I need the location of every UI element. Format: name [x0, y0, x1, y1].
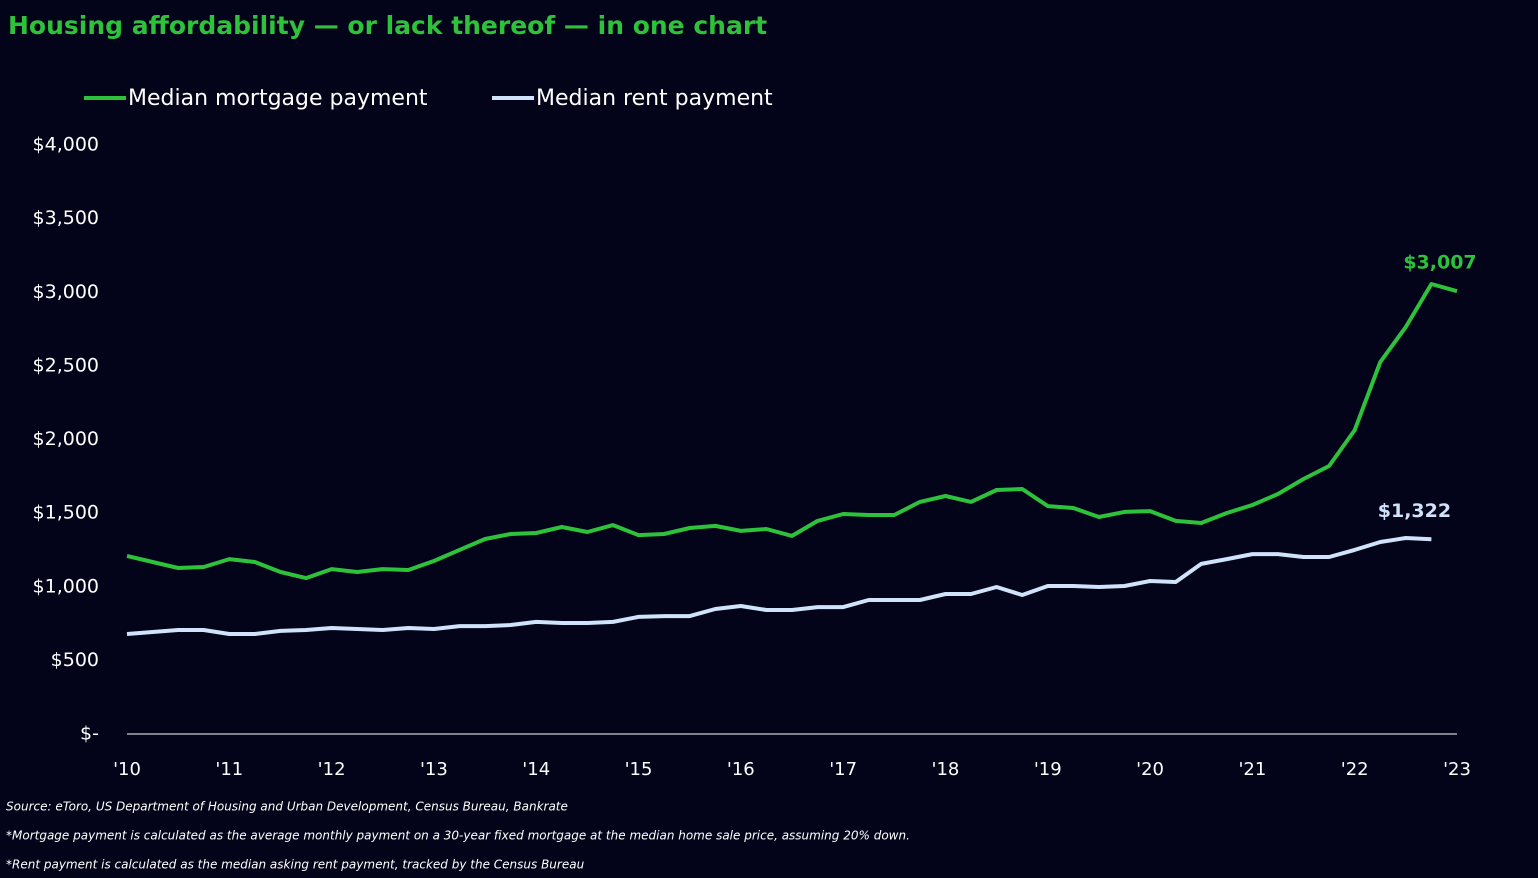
- source: Source: eToro, US Department of Housing …: [6, 800, 568, 814]
- x-tick-label: '13: [420, 759, 448, 780]
- x-tick-label: '19: [1034, 759, 1062, 780]
- y-tick-label: $4,000: [33, 134, 99, 156]
- x-tick-label: '17: [829, 759, 857, 780]
- x-tick-label: '10: [113, 759, 141, 780]
- y-tick-label: $1,500: [33, 502, 99, 524]
- value-label: $1,322: [1378, 500, 1451, 522]
- y-tick-label: $2,000: [33, 428, 99, 450]
- y-tick-label: $3,000: [33, 281, 99, 303]
- legend-label: Median mortgage payment: [128, 86, 428, 111]
- y-tick-label: $-: [80, 723, 99, 745]
- y-tick-label: $1,000: [33, 575, 99, 597]
- x-tick-label: '20: [1136, 759, 1164, 780]
- x-tick-label: '11: [215, 759, 243, 780]
- x-tick-label: '23: [1443, 759, 1471, 780]
- x-tick-label: '16: [727, 759, 755, 780]
- y-tick-label: $500: [51, 649, 99, 671]
- chart-title: Housing affordability — or lack thereof …: [8, 11, 767, 40]
- x-tick-label: '15: [625, 759, 653, 780]
- legend-label: Median rent payment: [536, 86, 773, 111]
- y-tick-label: $3,500: [33, 207, 99, 229]
- value-label: $3,007: [1403, 252, 1476, 274]
- note: *Mortgage payment is calculated as the a…: [6, 829, 910, 843]
- x-tick-label: '21: [1238, 759, 1266, 780]
- y-tick-label: $2,500: [33, 354, 99, 376]
- x-tick-label: '22: [1341, 759, 1369, 780]
- note: *Rent payment is calculated as the media…: [6, 858, 585, 872]
- x-tick-label: '12: [318, 759, 346, 780]
- series-line: [126, 536, 1432, 636]
- x-tick-label: '18: [932, 759, 960, 780]
- x-tick-label: '14: [522, 759, 550, 780]
- series-line: [126, 282, 1458, 581]
